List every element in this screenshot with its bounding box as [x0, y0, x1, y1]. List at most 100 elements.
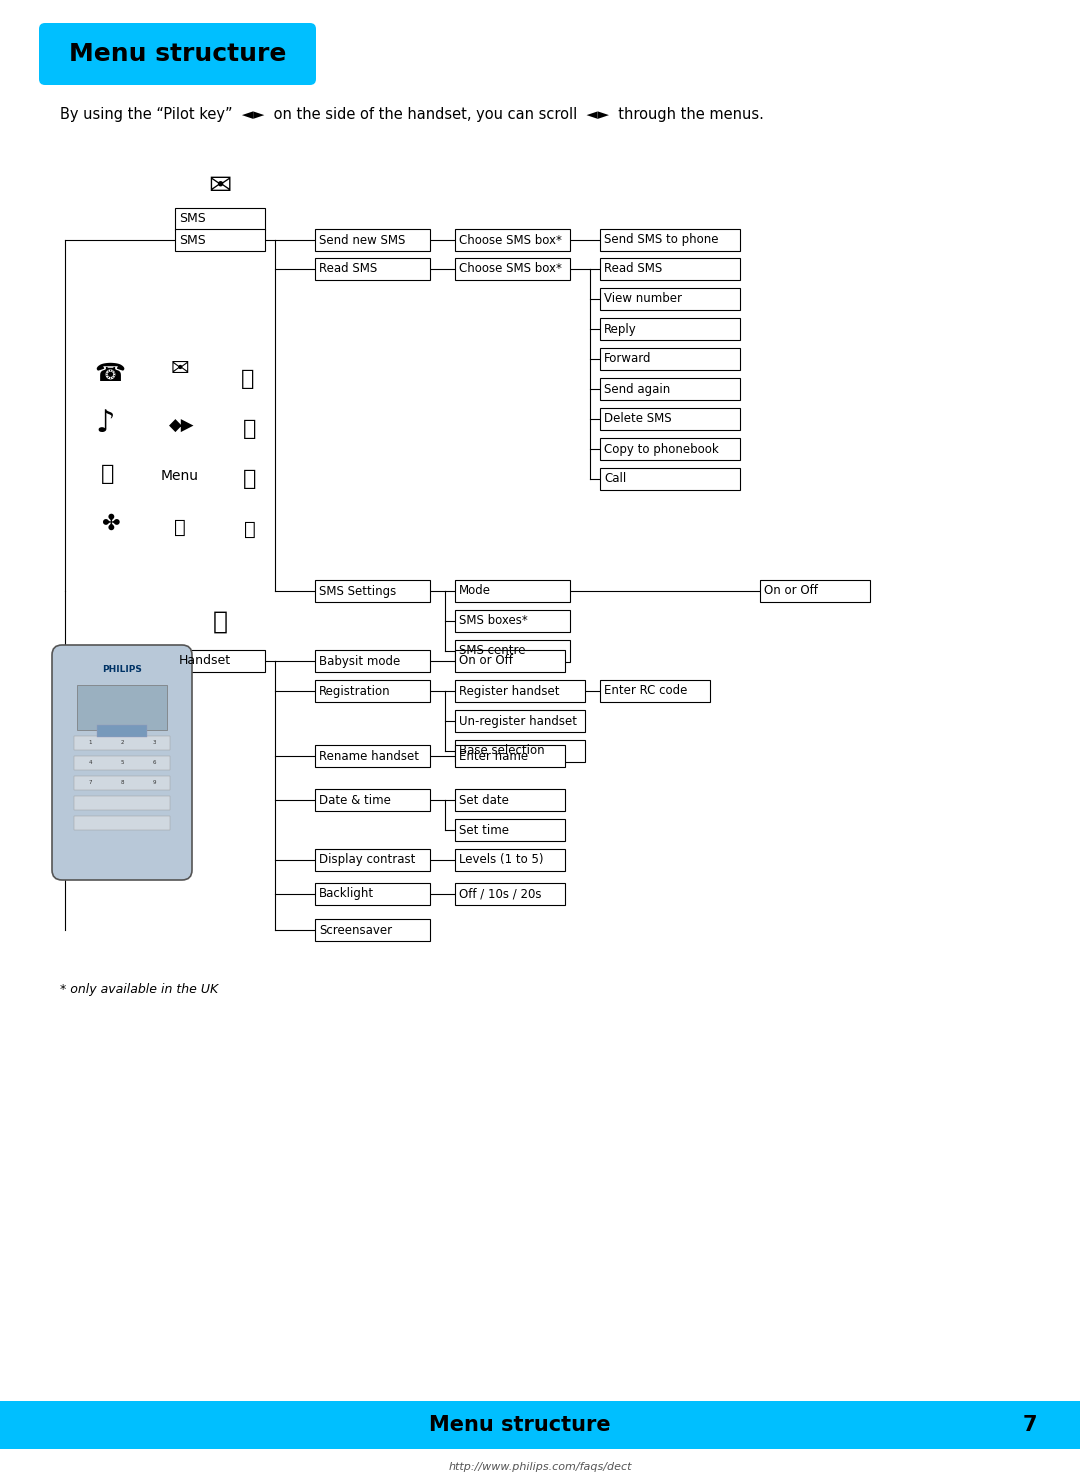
Bar [315, 229, 430, 251]
Bar [315, 649, 430, 671]
Text: Handset: Handset [179, 655, 231, 667]
Text: SMS Settings: SMS Settings [319, 584, 396, 598]
Text: Rename handset: Rename handset [319, 750, 419, 763]
Text: 📖: 📖 [244, 519, 256, 538]
Bar [600, 467, 740, 490]
Bar [455, 849, 565, 871]
Text: Read SMS: Read SMS [604, 262, 662, 275]
Bar [175, 649, 265, 671]
Text: PHILIPS: PHILIPS [103, 666, 141, 674]
Text: Menu structure: Menu structure [429, 1415, 611, 1435]
Text: On or Off: On or Off [764, 584, 818, 598]
Text: 5: 5 [120, 760, 124, 766]
Bar [455, 640, 570, 663]
Bar [600, 288, 740, 311]
Bar [455, 883, 565, 905]
Bar [315, 745, 430, 768]
Bar [315, 883, 430, 905]
Bar [315, 918, 430, 941]
Text: Base selection: Base selection [459, 744, 544, 757]
Bar [600, 680, 710, 703]
Bar [455, 745, 565, 768]
Text: SMS: SMS [179, 234, 206, 247]
Bar [315, 257, 430, 280]
Text: On or Off: On or Off [459, 655, 513, 667]
Text: 4: 4 [89, 760, 92, 766]
Bar [175, 209, 265, 231]
Text: Choose SMS box*: Choose SMS box* [459, 234, 562, 247]
Bar [455, 649, 565, 671]
Text: ◆▶: ◆▶ [170, 417, 194, 435]
Bar [455, 229, 570, 251]
Text: SMS boxes*: SMS boxes* [459, 614, 528, 627]
Text: http://www.philips.com/faqs/dect: http://www.philips.com/faqs/dect [448, 1463, 632, 1472]
Text: Registration: Registration [319, 685, 391, 698]
Bar [315, 849, 430, 871]
Text: Off / 10s / 20s: Off / 10s / 20s [459, 887, 541, 901]
FancyBboxPatch shape [39, 24, 316, 84]
Text: ✉: ✉ [208, 172, 231, 200]
Bar [75, 756, 170, 771]
Text: 3: 3 [152, 741, 156, 745]
Bar [600, 318, 740, 340]
Text: SMS centre: SMS centre [459, 645, 526, 658]
Bar [455, 609, 570, 632]
Text: Mode: Mode [459, 584, 491, 598]
Text: SMS: SMS [179, 213, 206, 225]
Text: 📟: 📟 [241, 368, 255, 389]
Text: Backlight: Backlight [319, 887, 374, 901]
Text: Send new SMS: Send new SMS [319, 234, 405, 247]
Text: 📻: 📻 [243, 419, 257, 439]
Bar [455, 788, 565, 810]
Text: 8: 8 [120, 781, 124, 785]
Bar [175, 229, 265, 251]
Text: Set date: Set date [459, 794, 509, 806]
Text: 2: 2 [120, 741, 124, 745]
Text: Delete SMS: Delete SMS [604, 413, 672, 426]
Bar [97, 725, 147, 737]
Text: 📞: 📞 [243, 469, 257, 490]
Bar [455, 740, 585, 762]
Text: ♪: ♪ [95, 410, 114, 438]
Text: Date & time: Date & time [319, 794, 391, 806]
Bar [760, 580, 870, 602]
Text: Read SMS: Read SMS [319, 262, 377, 275]
Bar [455, 580, 570, 602]
Bar [75, 776, 170, 790]
Text: Enter RC code: Enter RC code [604, 685, 687, 698]
Bar [455, 257, 570, 280]
Text: Set time: Set time [459, 824, 509, 837]
Bar [600, 379, 740, 399]
Bar [315, 680, 430, 703]
Text: Levels (1 to 5): Levels (1 to 5) [459, 853, 543, 867]
Text: ✉: ✉ [171, 359, 189, 379]
Text: Forward: Forward [604, 352, 651, 365]
Text: ☎: ☎ [94, 362, 125, 386]
Text: * only available in the UK: * only available in the UK [60, 982, 218, 995]
Text: Register handset: Register handset [459, 685, 559, 698]
Bar [455, 710, 585, 732]
Text: Menu structure: Menu structure [69, 41, 286, 67]
Bar [600, 348, 740, 370]
Bar [600, 229, 740, 251]
Text: Un-register handset: Un-register handset [459, 714, 577, 728]
Text: 1: 1 [89, 741, 92, 745]
Text: Send again: Send again [604, 383, 671, 395]
Text: 📄: 📄 [174, 518, 186, 537]
Text: 🎁: 🎁 [102, 464, 114, 484]
Text: Send SMS to phone: Send SMS to phone [604, 234, 718, 247]
Text: Menu: Menu [161, 469, 199, 484]
Text: ✤: ✤ [100, 515, 119, 534]
Text: By using the “Pilot key”  ◄►  on the side of the handset, you can scroll  ◄►  th: By using the “Pilot key” ◄► on the side … [60, 106, 764, 121]
Bar [75, 816, 170, 830]
Text: Screensaver: Screensaver [319, 923, 392, 936]
Text: 9: 9 [152, 781, 156, 785]
Text: Reply: Reply [604, 322, 637, 336]
Bar [600, 438, 740, 460]
FancyBboxPatch shape [52, 645, 192, 880]
Bar [600, 408, 740, 430]
Text: Display contrast: Display contrast [319, 853, 416, 867]
Text: Call: Call [604, 472, 626, 485]
Bar [77, 685, 167, 731]
Text: 7: 7 [1023, 1415, 1037, 1435]
